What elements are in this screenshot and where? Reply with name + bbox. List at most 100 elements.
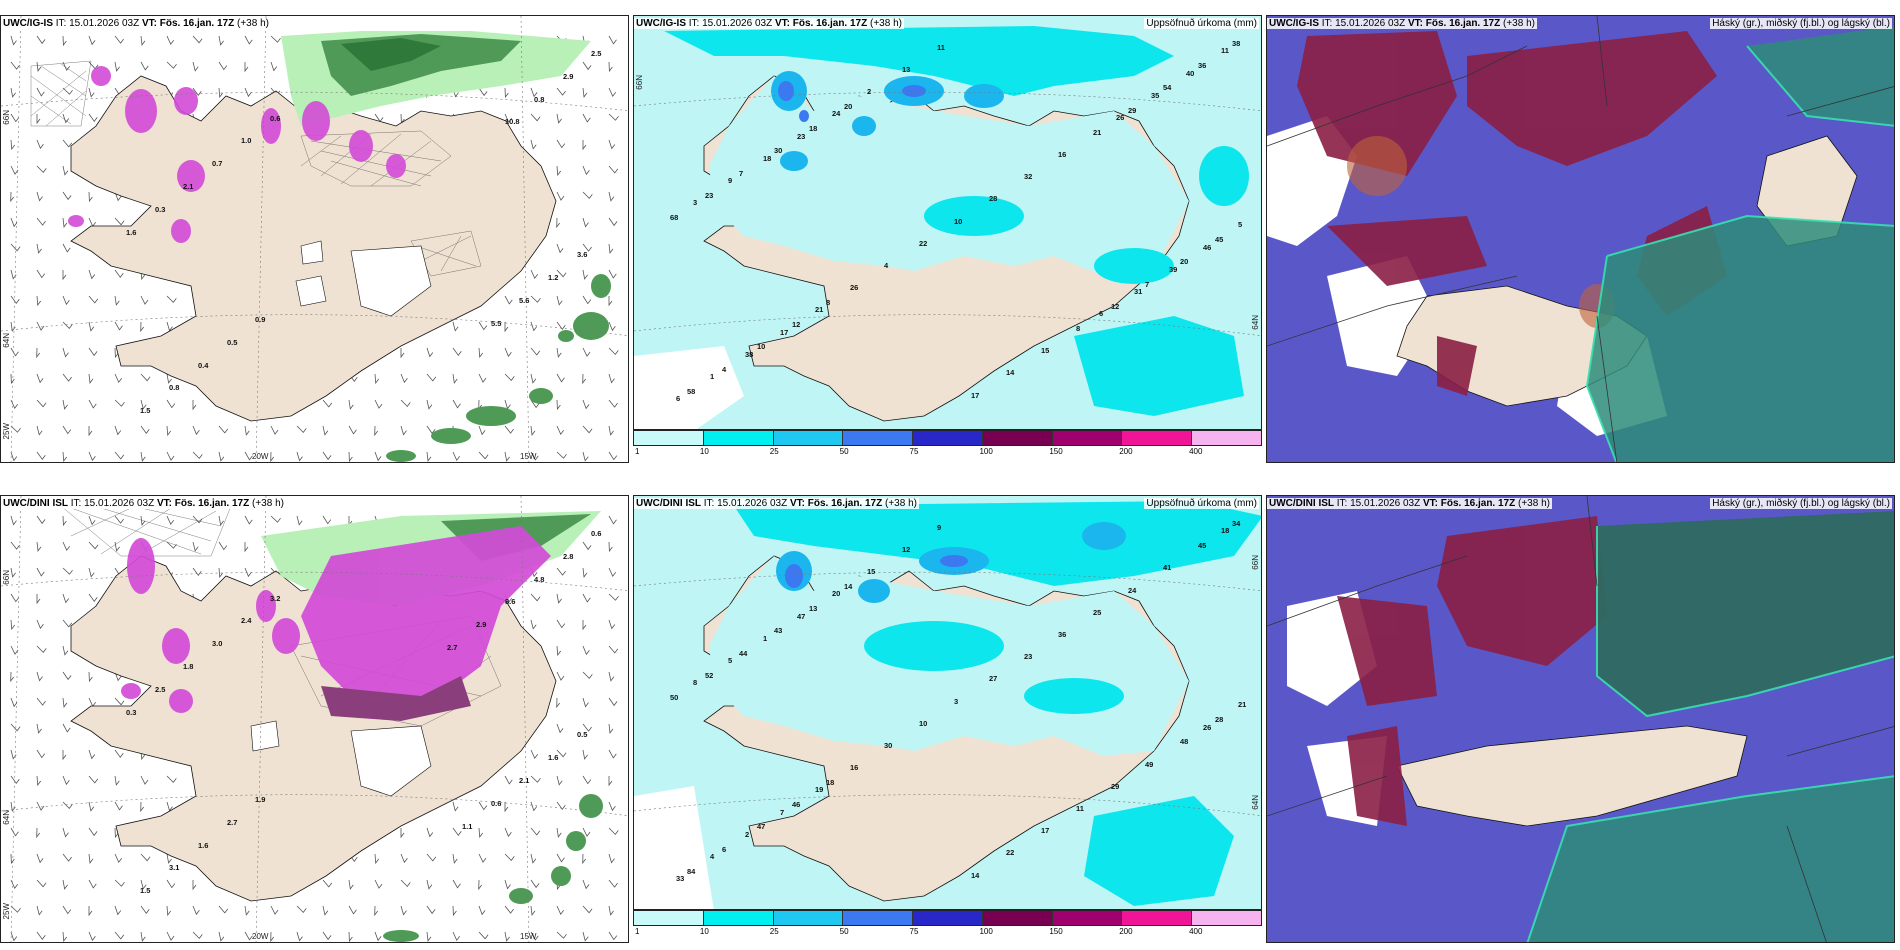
wind-barb — [374, 905, 379, 917]
wind-barb — [582, 827, 591, 837]
wind-barb — [530, 619, 537, 630]
value-label: 2 — [867, 87, 871, 96]
wind-barb — [504, 347, 512, 358]
colorbar-tick: 10 — [699, 447, 709, 456]
panel-title: UWC/DINI ISL IT: 15.01.2026 03Z VT: Fös.… — [634, 498, 919, 509]
wind-barb — [244, 931, 253, 941]
wind-barb — [582, 620, 587, 631]
wind-barb — [530, 373, 537, 384]
wind-barb — [218, 451, 225, 462]
wind-barb — [478, 905, 486, 916]
panel-bottom-snow: 3.2 1.9 2.4 2.7 3.0 1.6 1.8 3.1 2.5 1.5 0.3 0.6 0.5 2… — [0, 495, 629, 943]
wind-barb — [166, 801, 173, 812]
wind-barb — [608, 35, 617, 45]
value-label: 13 — [809, 604, 817, 613]
wind-barb — [36, 853, 44, 864]
wind-barb — [62, 165, 69, 176]
wind-barb — [10, 451, 18, 462]
wind-barb — [62, 425, 72, 435]
wind-barb — [192, 567, 202, 576]
wind-barb — [62, 217, 68, 228]
value-label: 18 — [1221, 526, 1229, 535]
wind-barb — [36, 827, 41, 839]
wind-barb — [556, 593, 562, 604]
value-label: 20 — [844, 102, 852, 111]
wind-barb — [608, 827, 619, 836]
panel-top-precip: 20 8 18 12 30 10 7 4 23 58 68 38 45 36 20 54 7 29 12 21 8 16 1… — [633, 15, 1262, 463]
wind-barb — [582, 243, 592, 252]
value-label: 7 — [780, 808, 784, 817]
wind-barb — [10, 373, 15, 385]
wind-barb — [582, 593, 591, 603]
wind-barb — [504, 827, 512, 838]
wind-barb — [244, 542, 249, 553]
precip-value-labels: 2081812301074235868384536205472912218161… — [670, 39, 1242, 403]
value-label: 12 — [792, 320, 800, 329]
vt-label: VT: — [1422, 498, 1438, 509]
wind-barb — [322, 879, 333, 888]
wind-barb — [608, 931, 618, 941]
colorbar-tick: 10 — [699, 927, 709, 936]
wind-barb — [478, 931, 489, 940]
value-label: 43 — [774, 626, 782, 635]
wind-barb — [62, 139, 73, 148]
wind-barb — [166, 35, 175, 45]
lead-time: (+38 h) — [237, 18, 269, 29]
wind-barb — [36, 399, 47, 408]
value-label: 1.6 — [548, 753, 558, 762]
wind-barb — [556, 269, 567, 278]
it-label: IT: — [70, 498, 82, 509]
wind-barb — [608, 165, 619, 174]
wind-barb — [452, 347, 462, 356]
value-label: 18 — [809, 124, 817, 133]
wind-barb — [608, 567, 617, 577]
wind-barb — [10, 295, 20, 304]
wind-barb — [504, 322, 509, 333]
precip-map-graphic: 2081812301074235868384536205472912218161… — [634, 16, 1261, 429]
wind-barb — [270, 515, 281, 523]
wind-barb — [36, 87, 45, 97]
it-value: 15.01.2026 03Z — [69, 18, 140, 29]
wind-barb — [62, 619, 73, 628]
wind-barb — [140, 931, 146, 942]
wind-barb — [10, 217, 18, 228]
wind-barb — [426, 905, 436, 915]
value-label: 38 — [745, 350, 753, 359]
wind-barb — [530, 295, 541, 303]
wind-barb — [36, 905, 43, 916]
panel-title: UWC/DINI ISL IT: 15.01.2026 03Z VT: Fös.… — [1267, 498, 1552, 509]
wind-barb — [582, 425, 593, 434]
wind-barb — [114, 347, 119, 359]
wind-barb — [504, 373, 515, 382]
value-label: 1.6 — [126, 228, 136, 237]
value-label: 1 — [710, 372, 714, 381]
wind-barb — [88, 801, 95, 812]
wind-barb — [426, 853, 437, 862]
colorbar-segment — [1122, 431, 1193, 445]
wind-barb — [556, 723, 564, 734]
wind-barb — [166, 425, 172, 437]
wind-barb — [556, 645, 562, 657]
wind-barb — [296, 451, 303, 462]
wind-barb — [608, 776, 613, 787]
wind-barb — [166, 373, 172, 384]
wind-barb — [114, 827, 119, 839]
colorbar-segment — [1192, 911, 1262, 925]
wind-barb — [530, 269, 539, 279]
value-label: 3.1 — [169, 863, 179, 872]
value-label: 46 — [1203, 243, 1211, 252]
colorbar-segment — [843, 431, 914, 445]
vt-value: Fös. 16.jan. 17Z — [792, 18, 868, 29]
vt-label: VT: — [156, 498, 172, 509]
wind-barb — [36, 243, 42, 254]
wind-barb — [62, 697, 68, 708]
colorbar-segment — [703, 431, 774, 445]
wind-barb — [10, 61, 20, 70]
value-label: 2.7 — [447, 643, 457, 652]
wind-barb — [88, 827, 98, 837]
vt-label: VT: — [789, 498, 805, 509]
wind-barb — [556, 399, 561, 411]
wind-barb — [556, 165, 562, 177]
value-label: 0.6 — [491, 799, 501, 808]
value-label: 9 — [728, 176, 732, 185]
